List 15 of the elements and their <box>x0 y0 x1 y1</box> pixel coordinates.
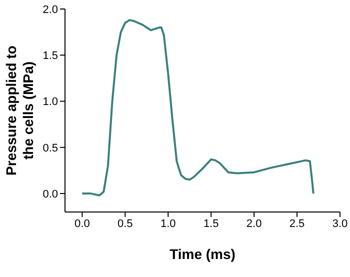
x-tick-label: 3.0 <box>332 218 348 230</box>
x-tick-label: 0.5 <box>118 218 133 230</box>
line-series <box>81 19 314 196</box>
x-tick-label: 2.0 <box>246 218 262 230</box>
y-tick-label: 1.5 <box>42 50 58 62</box>
y-tick-label: 0.5 <box>42 142 58 154</box>
x-tick-label: 1.0 <box>160 218 176 230</box>
y-tick-label: 0.0 <box>42 188 58 200</box>
y-tick-label: 1.0 <box>42 96 58 108</box>
y-tick-label: 2.0 <box>42 4 58 16</box>
x-tick-label: 0.0 <box>74 218 90 230</box>
y-axis-title: Pressure applied to the cells (MPa) <box>3 46 36 176</box>
x-axis-title: Time (ms) <box>170 246 236 262</box>
x-tick-label: 1.5 <box>203 218 219 230</box>
x-tick-label: 2.5 <box>289 218 305 230</box>
